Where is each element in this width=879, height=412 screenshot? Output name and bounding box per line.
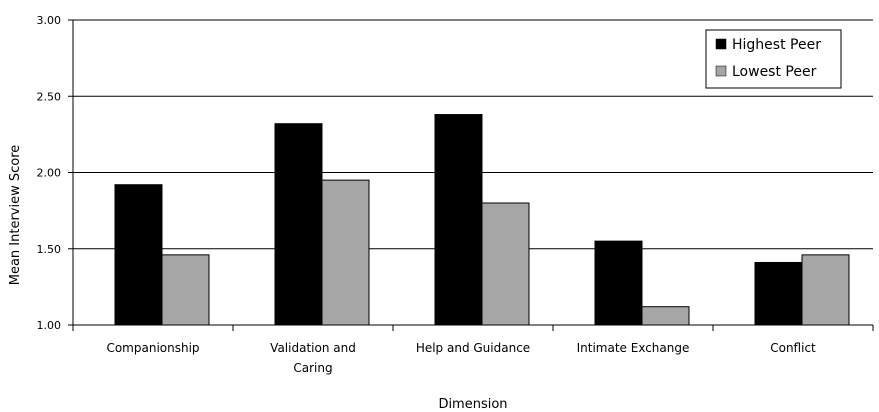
legend: Highest Peer Lowest Peer (705, 29, 842, 89)
y-tick-labels: 1.00 1.50 2.00 2.50 3.00 (37, 14, 73, 332)
y-tick-label: 2.50 (37, 90, 62, 103)
y-tick-label: 1.00 (37, 319, 62, 332)
category-label: Validation and Caring (270, 341, 356, 375)
bar-highest-peer (274, 123, 323, 326)
legend-swatch-highest-peer (715, 38, 727, 50)
y-axis-title: Mean Interview Score (8, 145, 23, 286)
category-label: Conflict (770, 341, 816, 355)
category-label: Help and Guidance (416, 341, 530, 355)
legend-swatch-lowest-peer (715, 65, 727, 77)
legend-box (705, 29, 842, 89)
y-tick-label: 1.50 (37, 243, 62, 256)
bars (114, 114, 850, 326)
legend-label-lowest-peer: Lowest Peer (732, 64, 817, 80)
category-label: Companionship (106, 341, 199, 355)
bar-lowest-peer (641, 306, 690, 326)
bar-lowest-peer (161, 254, 210, 326)
bar-highest-peer (594, 240, 643, 326)
legend-label-highest-peer: Highest Peer (732, 37, 821, 53)
category-label: Intimate Exchange (577, 341, 690, 355)
x-axis-title: Dimension (438, 397, 507, 412)
bar-lowest-peer (481, 202, 530, 326)
bar-lowest-peer (321, 179, 370, 326)
y-tick-label: 3.00 (37, 14, 62, 27)
x-tick-marks (72, 325, 874, 331)
bar-highest-peer (114, 184, 163, 326)
bar-highest-peer (434, 114, 483, 326)
category-labels: Companionship Validation and Caring Help an… (106, 341, 816, 375)
bar-lowest-peer (801, 254, 850, 326)
bar-highest-peer (754, 261, 803, 326)
y-tick-label: 2.00 (37, 167, 62, 180)
